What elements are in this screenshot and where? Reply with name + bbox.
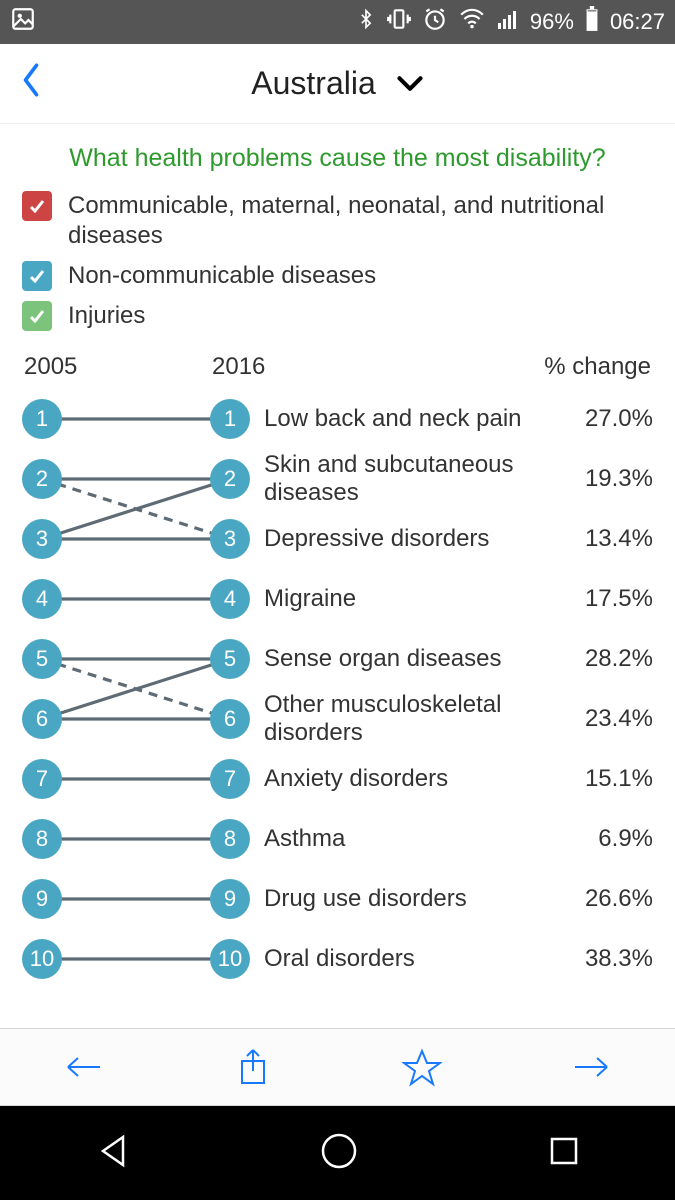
toolbar-forward-button[interactable]	[506, 1029, 675, 1105]
rank-bubble-from: 10	[22, 939, 62, 979]
image-icon	[10, 6, 36, 39]
rank-change: 15.1%	[543, 765, 653, 793]
toolbar-share-button[interactable]	[169, 1029, 338, 1105]
rank-change: 19.3%	[543, 465, 653, 493]
rank-bubble-from: 7	[22, 759, 62, 799]
legend-item[interactable]: Injuries	[22, 301, 653, 331]
rank-change: 27.0%	[543, 405, 653, 433]
rank-label: Anxiety disorders	[250, 765, 543, 793]
rank-chart: 11Low back and neck pain27.0%22Skin and …	[22, 389, 653, 989]
rank-change: 28.2%	[543, 645, 653, 673]
col-change: % change	[511, 353, 651, 381]
wifi-icon	[458, 6, 486, 38]
col-right-year: 2016	[212, 353, 272, 381]
android-status-bar: 96% 06:27	[0, 0, 675, 44]
rank-label: Sense organ diseases	[250, 645, 543, 673]
legend-label: Non-communicable diseases	[68, 261, 376, 291]
country-selector[interactable]: Australia	[42, 65, 633, 102]
rank-label: Asthma	[250, 825, 543, 853]
back-button[interactable]	[20, 61, 42, 106]
signal-icon	[496, 7, 520, 37]
rank-label: Other musculoskeletal disorders	[250, 691, 543, 746]
legend-checkbox[interactable]	[22, 191, 52, 221]
legend-checkbox[interactable]	[22, 261, 52, 291]
section-question: What health problems cause the most disa…	[22, 144, 653, 173]
rank-label: Drug use disorders	[250, 885, 543, 913]
legend-label: Communicable, maternal, neonatal, and nu…	[68, 191, 653, 251]
rank-bubble-to: 5	[210, 639, 250, 679]
rank-bubble-from: 4	[22, 579, 62, 619]
rank-change: 38.3%	[543, 945, 653, 973]
rank-bubble-from: 3	[22, 519, 62, 559]
rank-label: Depressive disorders	[250, 525, 543, 553]
legend-item[interactable]: Non-communicable diseases	[22, 261, 653, 291]
app-header: Australia	[0, 44, 675, 124]
rank-bubble-to: 1	[210, 399, 250, 439]
col-left-year: 2005	[24, 353, 90, 381]
legend-label: Injuries	[68, 301, 145, 331]
rank-change: 23.4%	[543, 705, 653, 733]
rank-bubble-to: 10	[210, 939, 250, 979]
rank-bubble-to: 8	[210, 819, 250, 859]
rank-change: 13.4%	[543, 525, 653, 553]
alarm-icon	[422, 6, 448, 38]
chevron-down-icon	[396, 68, 424, 99]
toolbar-back-button[interactable]	[0, 1029, 169, 1105]
rank-bubble-to: 4	[210, 579, 250, 619]
toolbar-favorite-button[interactable]	[338, 1029, 507, 1105]
nav-home-button[interactable]	[317, 1129, 361, 1178]
rank-label: Skin and subcutaneous diseases	[250, 451, 543, 506]
rank-bubble-to: 7	[210, 759, 250, 799]
legend-checkbox[interactable]	[22, 301, 52, 331]
rank-bubble-from: 6	[22, 699, 62, 739]
rank-bubble-to: 2	[210, 459, 250, 499]
rank-bubble-from: 8	[22, 819, 62, 859]
rank-label: Oral disorders	[250, 945, 543, 973]
page-title: Australia	[251, 65, 376, 102]
nav-back-button[interactable]	[91, 1129, 135, 1178]
rank-bubble-to: 9	[210, 879, 250, 919]
clock-time: 06:27	[610, 9, 665, 35]
browser-toolbar	[0, 1028, 675, 1106]
legend-item[interactable]: Communicable, maternal, neonatal, and nu…	[22, 191, 653, 251]
rank-bubble-from: 9	[22, 879, 62, 919]
battery-icon	[584, 6, 600, 38]
rank-chart-header: 2005 2016 % change	[22, 353, 653, 389]
rank-bubble-from: 2	[22, 459, 62, 499]
content-area: What health problems cause the most disa…	[0, 124, 675, 989]
rank-bubble-to: 3	[210, 519, 250, 559]
rank-change: 26.6%	[543, 885, 653, 913]
rank-label: Migraine	[250, 585, 543, 613]
rank-bubble-from: 1	[22, 399, 62, 439]
nav-recent-button[interactable]	[544, 1131, 584, 1176]
rank-bubble-from: 5	[22, 639, 62, 679]
vibrate-icon	[386, 6, 412, 38]
battery-percent: 96%	[530, 9, 574, 35]
legend: Communicable, maternal, neonatal, and nu…	[22, 191, 653, 331]
rank-change: 6.9%	[543, 825, 653, 853]
rank-label: Low back and neck pain	[250, 405, 543, 433]
rank-change: 17.5%	[543, 585, 653, 613]
android-nav-bar	[0, 1106, 675, 1200]
rank-bubble-to: 6	[210, 699, 250, 739]
bluetooth-icon	[356, 6, 376, 38]
